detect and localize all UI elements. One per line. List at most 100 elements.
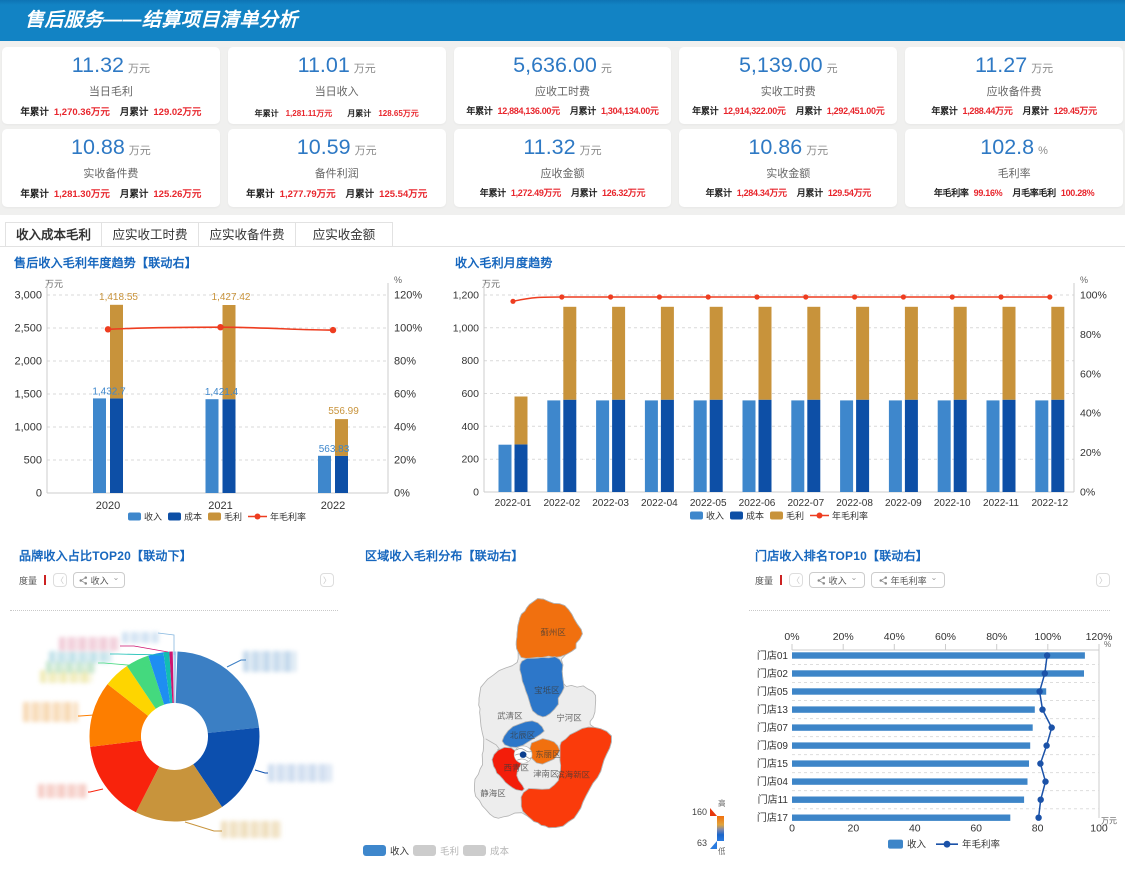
svg-text:2021: 2021 — [208, 500, 232, 512]
svg-text:年毛利率: 年毛利率 — [270, 511, 306, 522]
svg-text:80%: 80% — [986, 631, 1007, 643]
svg-text:收入: 收入 — [706, 510, 724, 521]
svg-text:2,000: 2,000 — [14, 356, 42, 368]
svg-text:2022-09: 2022-09 — [885, 498, 922, 509]
svg-text:0%: 0% — [1080, 487, 1095, 499]
svg-text:556.99: 556.99 — [328, 406, 359, 417]
svg-text:2022: 2022 — [321, 500, 345, 512]
svg-text:2022-12: 2022-12 — [1031, 498, 1068, 509]
svg-text:蓟州区: 蓟州区 — [541, 627, 566, 637]
svg-text:低: 低 — [718, 846, 725, 856]
svg-text:1,418.55: 1,418.55 — [99, 292, 138, 303]
svg-text:0: 0 — [473, 487, 479, 499]
svg-text:0: 0 — [789, 823, 795, 835]
svg-text:2022-06: 2022-06 — [739, 498, 776, 509]
svg-text:600: 600 — [461, 388, 479, 400]
svg-text:东丽区: 东丽区 — [535, 749, 560, 759]
svg-text:20%: 20% — [394, 455, 416, 467]
svg-text:2022-05: 2022-05 — [690, 498, 727, 509]
svg-text:年毛利率: 年毛利率 — [962, 839, 1001, 851]
svg-text:成本: 成本 — [490, 846, 510, 858]
svg-text:0%: 0% — [784, 631, 799, 643]
svg-text:门店17: 门店17 — [757, 811, 789, 824]
svg-text:高: 高 — [718, 798, 725, 808]
svg-text:80%: 80% — [394, 356, 416, 368]
svg-text:40%: 40% — [1080, 408, 1101, 420]
svg-text:收入: 收入 — [144, 511, 162, 522]
svg-text:3,000: 3,000 — [14, 290, 42, 302]
svg-text:宝坻区: 宝坻区 — [534, 685, 559, 695]
svg-text:2022-11: 2022-11 — [983, 498, 1019, 509]
svg-text:门店05: 门店05 — [757, 685, 789, 698]
svg-text:1,421.4: 1,421.4 — [205, 387, 239, 398]
svg-text:毛利: 毛利 — [786, 510, 804, 521]
svg-text:80: 80 — [1032, 823, 1044, 835]
svg-text:收入: 收入 — [907, 839, 927, 851]
svg-text:0: 0 — [36, 488, 42, 500]
svg-text:100: 100 — [1090, 823, 1108, 835]
svg-text:门店15: 门店15 — [757, 757, 789, 770]
svg-text:门店07: 门店07 — [757, 721, 789, 734]
svg-text:160: 160 — [692, 807, 707, 817]
svg-text:2022-07: 2022-07 — [787, 498, 824, 509]
svg-text:1,500: 1,500 — [14, 389, 42, 401]
svg-text:0%: 0% — [394, 488, 410, 500]
svg-text:门店02: 门店02 — [757, 667, 789, 680]
svg-text:1,432.7: 1,432.7 — [92, 386, 126, 397]
svg-text:120%: 120% — [394, 290, 422, 302]
svg-text:60%: 60% — [935, 631, 956, 643]
svg-text:2020: 2020 — [96, 500, 120, 512]
svg-text:万元: 万元 — [1101, 817, 1117, 826]
svg-text:毛利: 毛利 — [224, 511, 242, 522]
svg-text:津南区: 津南区 — [533, 769, 558, 779]
svg-text:2022-08: 2022-08 — [836, 498, 873, 509]
svg-text:40: 40 — [909, 823, 921, 835]
svg-text:成本: 成本 — [184, 511, 202, 522]
svg-text:400: 400 — [461, 421, 479, 433]
svg-text:静海区: 静海区 — [480, 788, 505, 798]
svg-text:门店09: 门店09 — [757, 739, 789, 752]
svg-text:40%: 40% — [394, 422, 416, 434]
svg-text:80%: 80% — [1080, 329, 1101, 341]
svg-text:门店04: 门店04 — [757, 775, 789, 788]
svg-text:1,427.42: 1,427.42 — [212, 292, 251, 303]
svg-text:63: 63 — [697, 838, 707, 848]
svg-text:20: 20 — [848, 823, 860, 835]
svg-text:%: % — [1080, 275, 1088, 285]
svg-text:%: % — [394, 275, 402, 285]
svg-text:万元: 万元 — [45, 279, 63, 289]
svg-text:1,000: 1,000 — [453, 322, 479, 334]
svg-text:100%: 100% — [1080, 290, 1107, 302]
svg-text:1,200: 1,200 — [453, 290, 479, 302]
svg-text:万元: 万元 — [482, 279, 500, 289]
svg-text:563.83: 563.83 — [319, 444, 350, 455]
svg-text:100%: 100% — [1034, 631, 1061, 643]
svg-text:800: 800 — [461, 355, 479, 367]
svg-text:100%: 100% — [394, 323, 422, 335]
svg-text:200: 200 — [461, 454, 479, 466]
svg-text:门店13: 门店13 — [757, 703, 789, 716]
svg-text:120%: 120% — [1086, 631, 1113, 643]
svg-text:年毛利率: 年毛利率 — [832, 510, 868, 521]
svg-text:2,500: 2,500 — [14, 323, 42, 335]
svg-text:门店11: 门店11 — [758, 793, 789, 806]
svg-text:40%: 40% — [884, 631, 905, 643]
svg-text:滨海新区: 滨海新区 — [556, 770, 590, 780]
svg-text:门店01: 门店01 — [757, 649, 789, 662]
svg-text:2022-01: 2022-01 — [495, 498, 532, 509]
svg-text:20%: 20% — [833, 631, 854, 643]
svg-text:毛利: 毛利 — [440, 846, 459, 858]
svg-text:2022-10: 2022-10 — [934, 498, 971, 509]
svg-text:60%: 60% — [1080, 368, 1101, 380]
svg-text:%: % — [1104, 640, 1111, 649]
svg-text:2022-03: 2022-03 — [592, 498, 629, 509]
svg-text:2022-04: 2022-04 — [641, 498, 678, 509]
svg-text:20%: 20% — [1080, 447, 1101, 459]
svg-text:1,000: 1,000 — [14, 422, 42, 434]
svg-text:收入: 收入 — [390, 846, 410, 858]
svg-text:成本: 成本 — [746, 510, 764, 521]
svg-text:北辰区: 北辰区 — [510, 730, 535, 740]
svg-text:500: 500 — [24, 455, 42, 467]
svg-text:宁河区: 宁河区 — [556, 713, 581, 723]
svg-text:60%: 60% — [394, 389, 416, 401]
